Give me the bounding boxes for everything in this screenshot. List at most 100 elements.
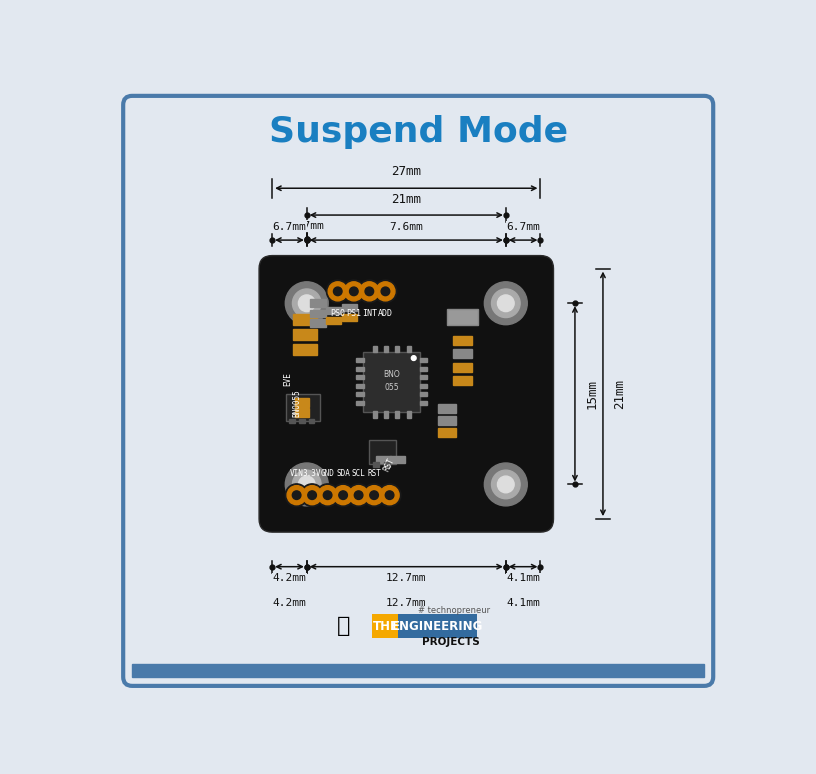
Text: PROJECTS: PROJECTS xyxy=(422,637,480,647)
Circle shape xyxy=(286,484,308,506)
Bar xyxy=(356,367,364,371)
Text: # technopreneur: # technopreneur xyxy=(418,606,490,615)
Bar xyxy=(310,310,326,317)
Text: 6.7mm: 6.7mm xyxy=(290,221,324,231)
Bar xyxy=(132,664,704,677)
Bar xyxy=(290,419,295,423)
Circle shape xyxy=(491,470,520,498)
Bar xyxy=(356,401,364,405)
Bar xyxy=(308,419,314,423)
Circle shape xyxy=(286,463,328,506)
Circle shape xyxy=(292,470,321,498)
Bar xyxy=(419,367,428,371)
Text: 4.1mm: 4.1mm xyxy=(506,598,540,608)
Text: 12.7mm: 12.7mm xyxy=(386,598,427,608)
Bar xyxy=(384,345,388,352)
Circle shape xyxy=(498,295,514,312)
Text: RST: RST xyxy=(367,470,381,478)
Text: 12.7mm: 12.7mm xyxy=(386,574,427,584)
Text: 21mm: 21mm xyxy=(613,378,626,409)
Text: 7.6mm: 7.6mm xyxy=(389,221,424,231)
Text: 🤖: 🤖 xyxy=(337,616,350,636)
Bar xyxy=(454,336,472,344)
Circle shape xyxy=(360,282,379,301)
Text: ADD: ADD xyxy=(378,310,393,318)
Bar xyxy=(390,456,405,464)
Text: GND: GND xyxy=(321,470,335,478)
Circle shape xyxy=(365,287,374,296)
Text: 21mm: 21mm xyxy=(392,193,421,206)
Circle shape xyxy=(358,280,380,303)
Circle shape xyxy=(287,485,306,505)
Circle shape xyxy=(286,282,328,325)
Bar xyxy=(373,462,379,467)
Bar xyxy=(299,419,305,423)
Circle shape xyxy=(491,289,520,317)
Circle shape xyxy=(299,476,315,493)
Circle shape xyxy=(381,287,390,296)
Circle shape xyxy=(385,491,394,499)
Text: 6.7mm: 6.7mm xyxy=(273,221,306,231)
Circle shape xyxy=(299,295,315,312)
Bar xyxy=(373,411,377,418)
Bar xyxy=(342,303,357,311)
Text: 3.3V: 3.3V xyxy=(303,470,322,478)
Bar xyxy=(293,329,317,340)
FancyBboxPatch shape xyxy=(123,96,713,686)
Bar xyxy=(310,319,326,327)
Bar xyxy=(356,392,364,396)
Bar xyxy=(310,299,326,307)
Bar xyxy=(384,411,388,418)
Circle shape xyxy=(485,282,527,325)
Circle shape xyxy=(332,484,354,506)
Circle shape xyxy=(349,485,368,505)
Circle shape xyxy=(379,484,401,506)
Bar xyxy=(356,358,364,362)
Bar xyxy=(370,440,396,464)
Text: Suspend Mode: Suspend Mode xyxy=(268,115,568,149)
Bar xyxy=(454,375,472,385)
Circle shape xyxy=(343,280,365,303)
Text: 055: 055 xyxy=(384,383,399,392)
Text: 6.7mm: 6.7mm xyxy=(506,221,540,231)
Circle shape xyxy=(354,491,363,499)
Text: SCL: SCL xyxy=(352,470,366,478)
Circle shape xyxy=(349,287,358,296)
Circle shape xyxy=(339,491,348,499)
Text: VIN: VIN xyxy=(290,470,304,478)
Bar xyxy=(293,344,317,354)
Bar xyxy=(406,411,410,418)
Bar xyxy=(395,411,399,418)
Bar xyxy=(419,401,428,405)
Text: 4.1mm: 4.1mm xyxy=(506,574,540,584)
Circle shape xyxy=(374,280,397,303)
Bar xyxy=(384,462,389,467)
Bar xyxy=(363,352,419,412)
Circle shape xyxy=(303,485,322,505)
Circle shape xyxy=(292,289,321,317)
Bar xyxy=(419,375,428,379)
Circle shape xyxy=(317,484,339,506)
FancyBboxPatch shape xyxy=(372,615,398,639)
Text: 4.2mm: 4.2mm xyxy=(273,598,306,608)
Circle shape xyxy=(363,484,385,506)
Circle shape xyxy=(292,491,301,499)
Circle shape xyxy=(365,485,384,505)
Bar xyxy=(356,375,364,379)
Bar xyxy=(438,428,456,437)
Circle shape xyxy=(308,491,317,499)
Text: BNO055: BNO055 xyxy=(293,389,302,416)
Text: SDA: SDA xyxy=(336,470,350,478)
Bar xyxy=(438,404,456,413)
Text: 4.2mm: 4.2mm xyxy=(273,574,306,584)
Bar xyxy=(326,317,341,324)
Text: INT: INT xyxy=(361,310,377,318)
Circle shape xyxy=(334,287,342,296)
Bar xyxy=(295,399,309,407)
Bar xyxy=(438,416,456,425)
Circle shape xyxy=(334,485,353,505)
Circle shape xyxy=(348,484,370,506)
Circle shape xyxy=(318,485,337,505)
Circle shape xyxy=(380,485,399,505)
Bar xyxy=(293,314,317,325)
